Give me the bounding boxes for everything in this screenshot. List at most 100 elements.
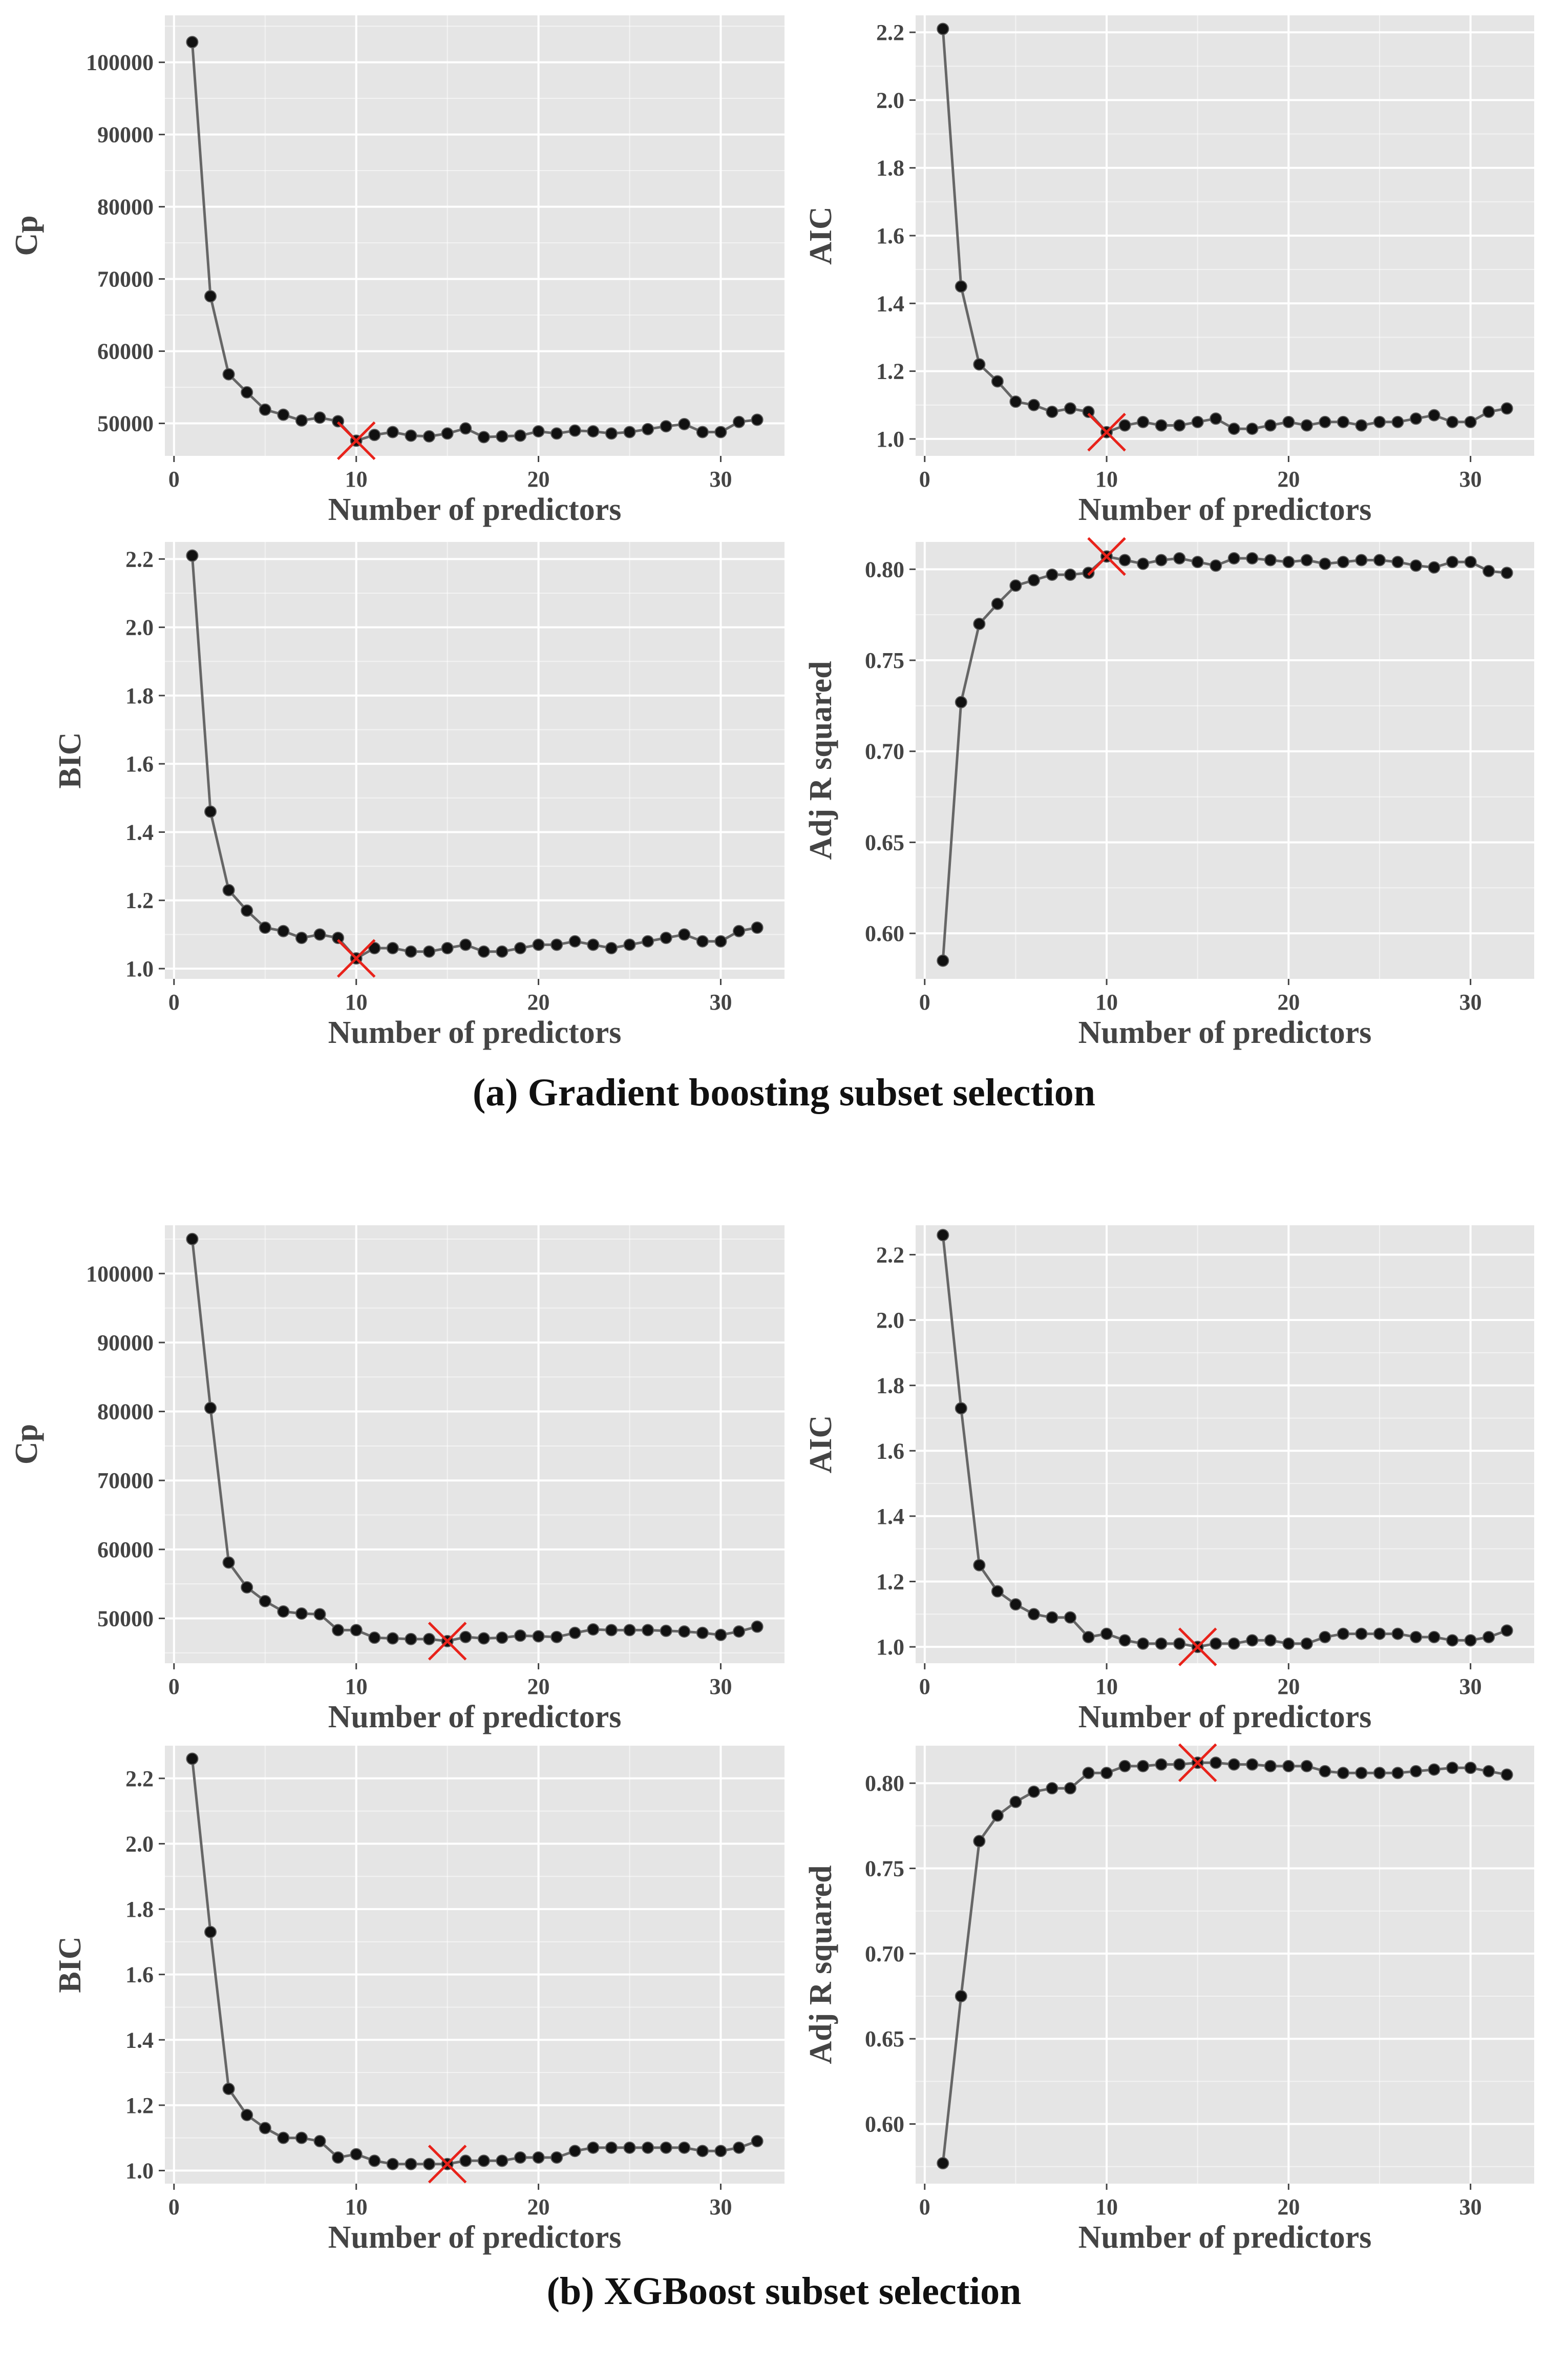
y-tick-label: 0.60 bbox=[865, 2112, 904, 2137]
x-tick-label: 20 bbox=[527, 467, 550, 492]
data-point bbox=[696, 1626, 709, 1639]
chart-panel-a-cp: 0 10 20 30 50000 60000 70000 80000 90000 100000 Nu… bbox=[9, 15, 785, 527]
y-tick-label: 2.2 bbox=[876, 20, 904, 45]
data-point bbox=[313, 1608, 326, 1621]
data-point bbox=[660, 2141, 672, 2154]
data-point bbox=[991, 375, 1004, 388]
y-tick-label: 2.2 bbox=[876, 1242, 904, 1267]
data-point bbox=[973, 1835, 986, 1848]
data-point bbox=[1064, 402, 1076, 415]
y-tick-label: 2.2 bbox=[125, 547, 154, 572]
data-point bbox=[1118, 419, 1131, 432]
data-point bbox=[405, 429, 417, 442]
data-point bbox=[277, 1605, 290, 1618]
data-point bbox=[295, 2131, 308, 2144]
plot-background bbox=[165, 542, 785, 979]
x-tick-label: 10 bbox=[1095, 990, 1118, 1015]
data-point bbox=[1118, 1760, 1131, 1772]
data-point bbox=[678, 928, 691, 941]
y-tick-label: 80000 bbox=[97, 1399, 154, 1425]
data-point bbox=[1355, 1627, 1368, 1640]
data-point bbox=[186, 1232, 199, 1245]
data-point bbox=[1319, 415, 1331, 428]
data-point bbox=[386, 2158, 399, 2170]
data-point bbox=[1173, 1637, 1186, 1650]
data-point bbox=[1155, 554, 1168, 567]
data-point bbox=[295, 1607, 308, 1620]
data-point bbox=[1355, 554, 1368, 567]
y-tick-label: 1.4 bbox=[125, 2027, 154, 2053]
data-point bbox=[1337, 1767, 1349, 1779]
data-point bbox=[532, 425, 545, 438]
data-point bbox=[1428, 1763, 1440, 1776]
y-tick-label: 2.0 bbox=[876, 88, 904, 113]
data-point bbox=[368, 429, 381, 442]
data-point bbox=[733, 1625, 746, 1638]
data-point bbox=[1464, 415, 1477, 428]
optimum-marker bbox=[1178, 1743, 1217, 1783]
data-point bbox=[587, 425, 600, 438]
data-point bbox=[368, 2154, 381, 2167]
y-tick-label: 70000 bbox=[97, 1468, 154, 1493]
y-tick-label: 1.8 bbox=[125, 1897, 154, 1922]
y-tick-label: 50000 bbox=[97, 1606, 154, 1631]
chart-panel-b-adj-r-squared: 0 10 20 30 0.60 0.65 0.70 0.75 0.80 Number of pre… bbox=[803, 1743, 1534, 2255]
optimum-marker-stroke bbox=[1178, 1743, 1217, 1783]
data-point bbox=[241, 904, 253, 917]
data-point bbox=[1155, 1758, 1168, 1771]
data-point bbox=[1173, 419, 1186, 432]
data-point bbox=[587, 1623, 600, 1636]
y-tick-label: 0.80 bbox=[865, 557, 904, 582]
data-point bbox=[1264, 419, 1277, 432]
data-point bbox=[1282, 556, 1295, 569]
data-point bbox=[1319, 1630, 1331, 1643]
data-point bbox=[955, 1402, 967, 1415]
data-point bbox=[1391, 415, 1404, 428]
data-point bbox=[1027, 574, 1040, 587]
data-point bbox=[623, 2141, 636, 2154]
data-point bbox=[514, 1629, 526, 1642]
data-point bbox=[441, 942, 454, 955]
data-point bbox=[1391, 556, 1404, 569]
x-tick-label: 20 bbox=[1277, 467, 1300, 492]
y-tick-label: 0.65 bbox=[865, 2026, 904, 2051]
y-tick-label: 1.0 bbox=[876, 427, 904, 452]
data-point bbox=[991, 597, 1004, 610]
data-point bbox=[1300, 1760, 1313, 1772]
data-point bbox=[386, 1632, 399, 1645]
data-point bbox=[1464, 556, 1477, 569]
data-point bbox=[477, 2154, 490, 2167]
data-point bbox=[259, 403, 271, 416]
data-point bbox=[733, 415, 746, 428]
data-point bbox=[1337, 415, 1349, 428]
data-point bbox=[532, 2151, 545, 2164]
data-point bbox=[459, 1630, 472, 1643]
data-point bbox=[241, 1581, 253, 1594]
data-point bbox=[1446, 1762, 1459, 1774]
optimum-marker-stroke bbox=[1087, 537, 1126, 576]
optimum-marker bbox=[1087, 412, 1126, 452]
data-point bbox=[1046, 1782, 1058, 1795]
data-point bbox=[1009, 579, 1022, 592]
data-point bbox=[477, 431, 490, 444]
data-point bbox=[368, 1631, 381, 1644]
y-tick-label: 70000 bbox=[97, 267, 154, 292]
data-point bbox=[1246, 1634, 1259, 1647]
data-point bbox=[477, 945, 490, 958]
plot-background bbox=[165, 15, 785, 456]
data-point bbox=[955, 696, 967, 708]
y-tick-label: 1.2 bbox=[125, 2093, 154, 2118]
data-point bbox=[459, 422, 472, 435]
y-tick-label: 1.6 bbox=[125, 751, 154, 777]
data-point bbox=[277, 925, 290, 937]
data-point bbox=[1446, 556, 1459, 569]
data-point bbox=[1155, 1637, 1168, 1650]
data-point bbox=[1410, 412, 1423, 425]
data-point bbox=[1482, 564, 1495, 577]
data-point bbox=[186, 549, 199, 562]
data-point bbox=[514, 429, 526, 442]
data-point bbox=[937, 2157, 949, 2170]
data-point bbox=[241, 2109, 253, 2122]
y-tick-label: 0.70 bbox=[865, 1941, 904, 1966]
data-point bbox=[678, 417, 691, 430]
